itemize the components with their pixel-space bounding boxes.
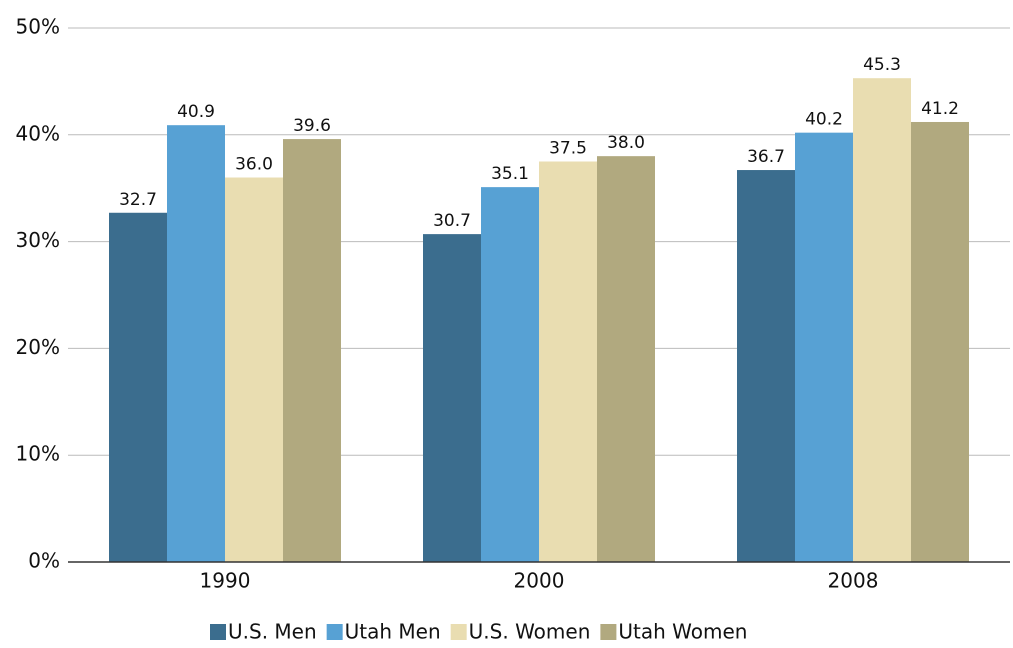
- data-label: 45.3: [863, 55, 901, 75]
- x-tick-label: 2000: [514, 569, 565, 593]
- data-label: 37.5: [549, 139, 587, 159]
- legend-swatch: [326, 624, 343, 640]
- legend-swatch: [600, 624, 617, 640]
- bar: [481, 187, 539, 562]
- y-tick-label: 10%: [16, 442, 60, 466]
- data-label: 36.7: [747, 147, 785, 167]
- legend-label: U.S. Men: [228, 620, 317, 644]
- data-label: 35.1: [491, 164, 529, 184]
- x-tick-label: 1990: [200, 569, 251, 593]
- x-tick-label: 2008: [828, 569, 879, 593]
- bar: [423, 234, 481, 562]
- data-label: 36.0: [235, 155, 273, 175]
- bar: [795, 132, 853, 562]
- legend-label: U.S. Women: [469, 620, 591, 644]
- data-label: 30.7: [433, 211, 471, 231]
- bar: [737, 170, 795, 562]
- legend-swatch: [210, 624, 226, 640]
- bar: [853, 78, 911, 563]
- data-label: 40.2: [805, 110, 843, 130]
- bar: [597, 156, 655, 562]
- legend-label: Utah Women: [618, 620, 747, 644]
- y-tick-label: 40%: [16, 121, 60, 145]
- legend-label: Utah Men: [345, 620, 441, 644]
- data-label: 39.6: [293, 116, 331, 136]
- legend-swatch: [450, 624, 467, 640]
- bar: [109, 212, 167, 562]
- y-tick-label: 50%: [16, 15, 60, 39]
- y-tick-label: 0%: [28, 549, 60, 573]
- bar: [225, 177, 283, 562]
- bar: [167, 125, 225, 563]
- data-label: 38.0: [607, 133, 645, 153]
- y-tick-label: 30%: [16, 228, 60, 252]
- data-label: 40.9: [177, 102, 215, 122]
- data-label: 32.7: [119, 190, 157, 210]
- data-label: 41.2: [921, 99, 959, 119]
- y-tick-label: 20%: [16, 335, 60, 359]
- bar: [283, 139, 341, 562]
- bar: [539, 161, 597, 562]
- bar: [911, 121, 969, 562]
